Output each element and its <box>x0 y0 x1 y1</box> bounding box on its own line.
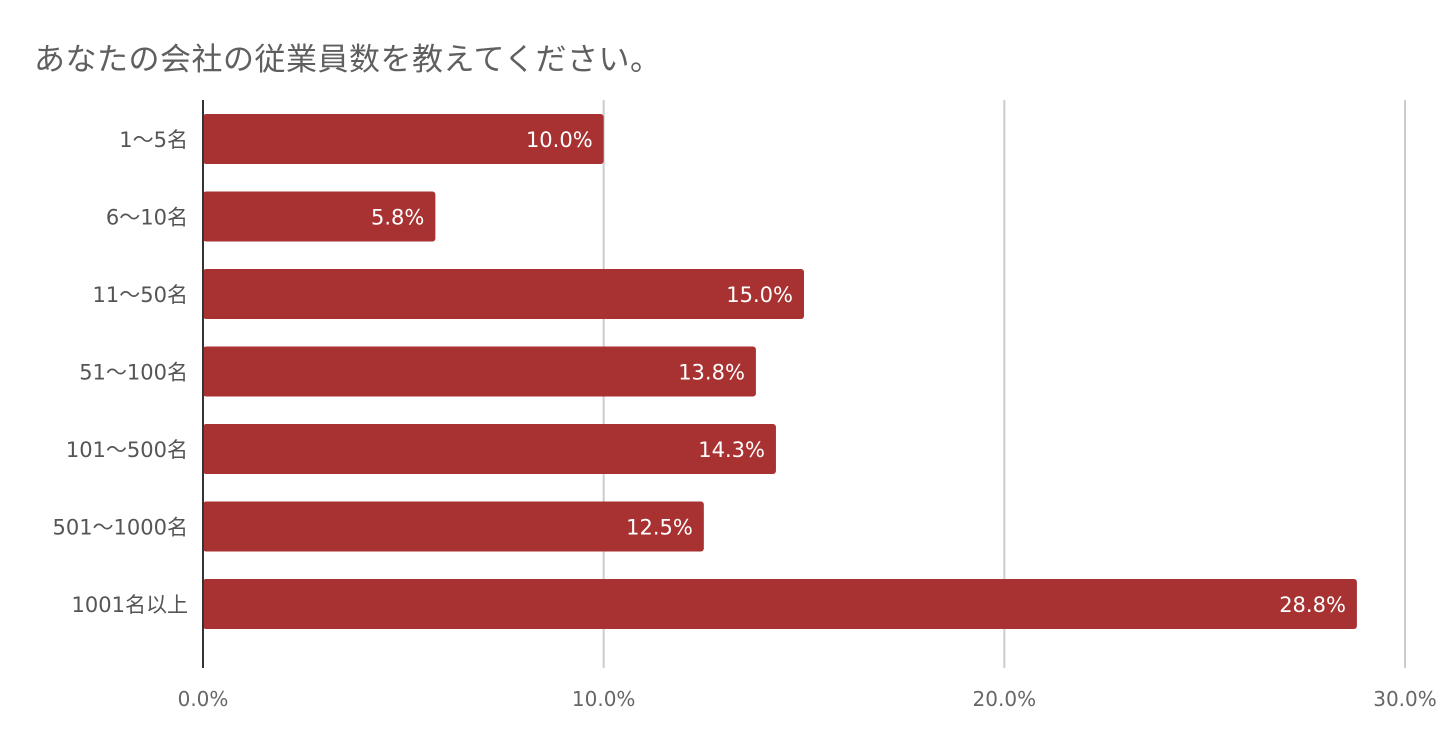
x-tick-label: 20.0% <box>973 687 1037 711</box>
data-label: 28.8% <box>1279 593 1346 617</box>
category-label: 51〜100名 <box>79 361 188 385</box>
data-label: 14.3% <box>698 438 765 462</box>
category-label: 11〜50名 <box>93 283 188 307</box>
category-label: 101〜500名 <box>66 438 188 462</box>
data-label: 12.5% <box>626 516 693 540</box>
bar <box>203 191 436 242</box>
category-label: 1〜5名 <box>119 128 188 152</box>
labels: 0.0% 10.0% 20.0% 30.0% 1〜5名 10.0% 6〜10名 5.8% 11〜… <box>52 128 1436 711</box>
category-label: 6〜10名 <box>106 206 188 230</box>
bar <box>203 424 776 474</box>
x-tick-label: 10.0% <box>572 687 636 711</box>
category-label: 501〜1000名 <box>52 516 188 540</box>
data-label: 10.0% <box>526 128 593 152</box>
bars <box>203 114 1357 629</box>
x-tick-label: 0.0% <box>178 687 229 711</box>
data-label: 5.8% <box>371 206 424 230</box>
bar <box>203 346 756 397</box>
bar <box>203 579 1357 629</box>
bar <box>203 114 604 164</box>
x-tick-label: 30.0% <box>1373 687 1437 711</box>
data-label: 13.8% <box>678 361 745 385</box>
bar <box>203 501 704 552</box>
data-label: 15.0% <box>726 283 793 307</box>
category-label: 1001名以上 <box>72 593 188 617</box>
bar <box>203 269 804 319</box>
chart-title: あなたの会社の従業員数を教えてください。 <box>34 42 662 78</box>
